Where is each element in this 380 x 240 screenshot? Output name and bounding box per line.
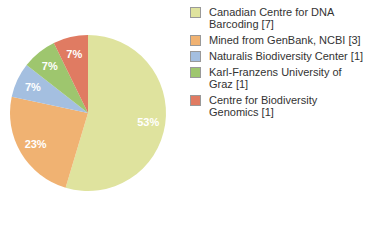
html-text:Naturalis Biodiversity Center: Naturalis Biodiversity Center [1] bbox=[209, 50, 364, 62]
svg-text:7%: 7% bbox=[25, 81, 41, 93]
svg-text:7%: 7% bbox=[66, 48, 82, 60]
svg-text:23%: 23% bbox=[25, 138, 47, 150]
svg-text:53%: 53% bbox=[137, 116, 159, 128]
svg-text:7%: 7% bbox=[42, 60, 58, 72]
html-text:Centre for Biodiversity Genomi: Centre for Biodiversity Genomics [1] bbox=[209, 94, 318, 118]
html-text:Mined from GenBank, NCBI [3]: Mined from GenBank, NCBI [3] bbox=[209, 34, 361, 46]
html-text:Canadian Centre for DNA Barcod: Canadian Centre for DNA Barcoding [7] bbox=[209, 6, 334, 30]
html-text:Karl-Franzens University of Gr: Karl-Franzens University of Graz [1] bbox=[209, 66, 342, 90]
